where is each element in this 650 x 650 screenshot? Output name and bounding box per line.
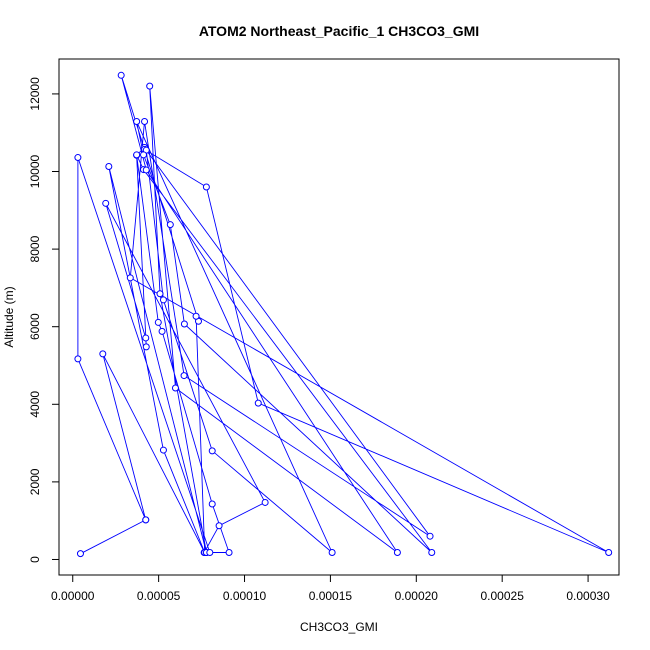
data-point xyxy=(180,320,188,328)
data-point xyxy=(428,548,436,556)
x-tick-label: 0.00020 xyxy=(395,589,439,603)
data-point xyxy=(328,548,336,556)
data-point xyxy=(99,350,107,358)
x-tick-label: 0.00005 xyxy=(137,589,181,603)
data-point xyxy=(102,199,110,207)
data-point xyxy=(159,446,167,454)
data-point xyxy=(261,498,269,506)
data-point xyxy=(156,290,164,298)
chart-title: ATOM2 Northeast_Pacific_1 CH3CO3_GMI xyxy=(199,23,479,39)
series-lines xyxy=(77,75,609,555)
data-point xyxy=(133,151,141,159)
data-point xyxy=(208,500,216,508)
data-point xyxy=(158,327,166,335)
data-point xyxy=(206,548,214,556)
y-tick-label: 8000 xyxy=(28,235,42,262)
data-point xyxy=(192,312,200,320)
data-point xyxy=(105,162,113,170)
y-tick-label: 6000 xyxy=(28,313,42,340)
y-tick-label: 0 xyxy=(28,556,42,563)
data-point xyxy=(254,399,262,407)
data-point xyxy=(166,221,174,229)
x-tick-label: 0.00010 xyxy=(223,589,267,603)
data-point xyxy=(140,151,148,159)
y-axis-label: Altitude (m) xyxy=(2,286,16,347)
y-tick-label: 12000 xyxy=(28,77,42,111)
data-point xyxy=(215,522,223,530)
data-point xyxy=(208,447,216,455)
data-point xyxy=(605,548,613,556)
data-point xyxy=(142,343,150,351)
y-tick-label: 2000 xyxy=(28,468,42,495)
data-point xyxy=(126,274,134,282)
data-point xyxy=(180,372,188,380)
data-point xyxy=(146,82,154,90)
data-point xyxy=(159,296,167,304)
data-point xyxy=(202,183,210,191)
x-tick-label: 0.00000 xyxy=(51,589,95,603)
data-point xyxy=(426,532,434,540)
data-point xyxy=(225,548,233,556)
data-point xyxy=(76,550,84,558)
series-points xyxy=(74,71,613,558)
x-axis-label: CH3CO3_GMI xyxy=(300,620,378,634)
x-tick-label: 0.00025 xyxy=(480,589,524,603)
data-point xyxy=(74,154,82,162)
data-point xyxy=(142,166,150,174)
data-point xyxy=(141,117,149,125)
x-tick-label: 0.00030 xyxy=(566,589,610,603)
data-point xyxy=(142,334,150,342)
y-tick-label: 4000 xyxy=(28,391,42,418)
y-axis: 0 2000 4000 6000 8000 10000 12000 xyxy=(28,77,60,563)
data-point xyxy=(74,355,82,363)
data-point xyxy=(393,548,401,556)
data-point xyxy=(142,516,150,524)
data-point xyxy=(154,318,162,326)
data-point xyxy=(117,71,125,79)
x-tick-label: 0.00015 xyxy=(309,589,353,603)
series-line xyxy=(77,75,609,555)
data-point xyxy=(133,117,141,125)
data-point xyxy=(171,384,179,392)
y-tick-label: 10000 xyxy=(28,155,42,189)
x-axis: 0.00000 0.00005 0.00010 0.00015 0.00020 0.000… xyxy=(51,574,610,603)
